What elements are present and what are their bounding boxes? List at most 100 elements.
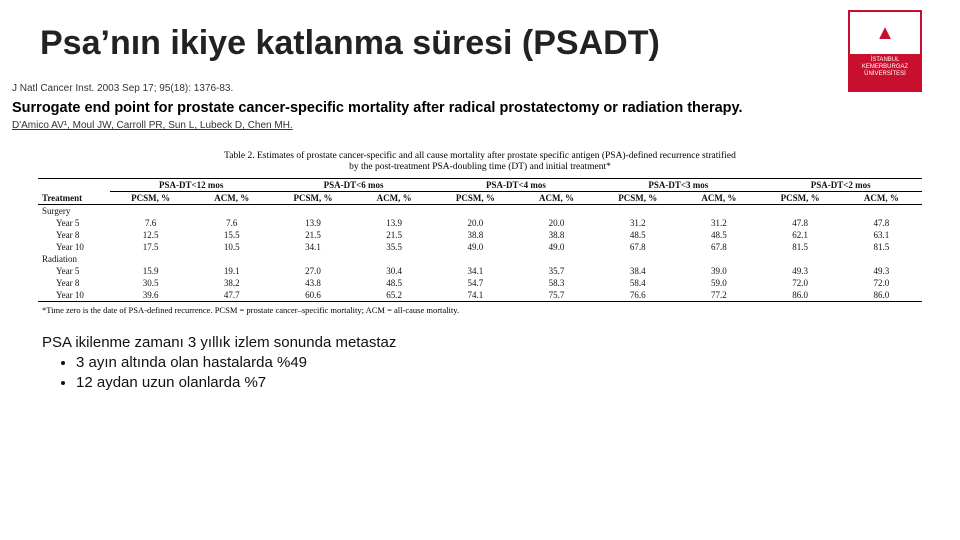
citation-paper-title: Surrogate end point for prostate cancer-…: [0, 94, 960, 120]
bullet-0: 3 ayın altında olan hastalarda %49: [76, 353, 920, 373]
th-group-0: PSA-DT<12 mos: [110, 178, 272, 191]
table-cell: 39.0: [678, 265, 759, 277]
table-cell: 35.5: [354, 241, 435, 253]
table-cell: 15.5: [191, 229, 272, 241]
th-group-2: PSA-DT<4 mos: [435, 178, 597, 191]
th-sub: ACM, %: [678, 191, 759, 204]
table-cell: 77.2: [678, 289, 759, 302]
table-cell: 7.6: [110, 217, 191, 229]
logo-icon: ▲: [850, 12, 920, 54]
th-group-3: PSA-DT<3 mos: [597, 178, 759, 191]
th-group-1: PSA-DT<6 mos: [272, 178, 434, 191]
table-cell: 34.1: [272, 241, 353, 253]
th-treatment: Treatment: [38, 178, 110, 204]
row-label: Year 10: [38, 289, 110, 302]
table-cell: 81.5: [760, 241, 841, 253]
th-sub: ACM, %: [354, 191, 435, 204]
data-table-wrap: Table 2. Estimates of prostate cancer-sp…: [34, 147, 926, 319]
table-cell: 72.0: [841, 277, 922, 289]
table-cell: 17.5: [110, 241, 191, 253]
row-label: Year 5: [38, 217, 110, 229]
table-cell: 34.1: [435, 265, 516, 277]
th-sub: ACM, %: [841, 191, 922, 204]
bullet-1: 12 aydan uzun olanlarda %7: [76, 373, 920, 393]
body-lead: PSA ikilenme zamanı 3 yıllık izlem sonun…: [42, 333, 920, 353]
table-cell: 58.3: [516, 277, 597, 289]
table-cell: 67.8: [597, 241, 678, 253]
table-cell: 65.2: [354, 289, 435, 302]
table-cell: 75.7: [516, 289, 597, 302]
table-cell: 62.1: [760, 229, 841, 241]
table-cell: 10.5: [191, 241, 272, 253]
table-cell: 60.6: [272, 289, 353, 302]
table-cell: 49.0: [435, 241, 516, 253]
table-cell: 48.5: [354, 277, 435, 289]
citation-block: J Natl Cancer Inst. 2003 Sep 17; 95(18):…: [0, 81, 960, 139]
table-cell: 38.2: [191, 277, 272, 289]
table-cell: 31.2: [597, 217, 678, 229]
table-cell: 48.5: [597, 229, 678, 241]
table-cell: 20.0: [435, 217, 516, 229]
row-label: Year 8: [38, 229, 110, 241]
table-cell: 30.5: [110, 277, 191, 289]
university-logo: ▲ İSTANBUL KEMERBURGAZ ÜNİVERSİTESİ: [848, 10, 922, 92]
table-cell: 38.4: [597, 265, 678, 277]
table-cell: 21.5: [354, 229, 435, 241]
table-cell: 38.8: [435, 229, 516, 241]
psa-table: Treatment PSA-DT<12 mos PSA-DT<6 mos PSA…: [38, 178, 922, 302]
table-cell: 48.5: [678, 229, 759, 241]
table-cell: 49.0: [516, 241, 597, 253]
table-cell: 47.8: [760, 217, 841, 229]
table-cell: 12.5: [110, 229, 191, 241]
citation-authors: D'Amico AV¹, Moul JW, Carroll PR, Sun L,…: [0, 120, 960, 133]
logo-text: İSTANBUL KEMERBURGAZ ÜNİVERSİTESİ: [850, 54, 920, 90]
table-cell: 72.0: [760, 277, 841, 289]
table-cell: 81.5: [841, 241, 922, 253]
row-label: Year 8: [38, 277, 110, 289]
table-cell: 49.3: [841, 265, 922, 277]
row-label: Year 10: [38, 241, 110, 253]
th-sub: PCSM, %: [760, 191, 841, 204]
table-cell: 67.8: [678, 241, 759, 253]
table-cell: 13.9: [354, 217, 435, 229]
table-cell: 63.1: [841, 229, 922, 241]
row-label: Year 5: [38, 265, 110, 277]
table-cell: 86.0: [760, 289, 841, 302]
th-sub: PCSM, %: [272, 191, 353, 204]
section-label: Radiation: [38, 253, 922, 265]
table-cell: 31.2: [678, 217, 759, 229]
slide-title: Psa’nın ikiye katlanma süresi (PSADT): [40, 24, 680, 63]
section-label: Surgery: [38, 204, 922, 217]
table-cell: 30.4: [354, 265, 435, 277]
table-cell: 47.8: [841, 217, 922, 229]
table-cell: 7.6: [191, 217, 272, 229]
th-group-4: PSA-DT<2 mos: [760, 178, 923, 191]
th-sub: ACM, %: [516, 191, 597, 204]
table-cell: 35.7: [516, 265, 597, 277]
table-footnote: *Time zero is the date of PSA-defined re…: [38, 302, 922, 315]
table-caption: Table 2. Estimates of prostate cancer-sp…: [38, 149, 922, 178]
body-bullets: 3 ayın altında olan hastalarda %49 12 ay…: [42, 353, 920, 394]
th-sub: PCSM, %: [435, 191, 516, 204]
table-cell: 59.0: [678, 277, 759, 289]
table-cell: 21.5: [272, 229, 353, 241]
th-sub: ACM, %: [191, 191, 272, 204]
th-sub: PCSM, %: [597, 191, 678, 204]
table-cell: 74.1: [435, 289, 516, 302]
table-cell: 13.9: [272, 217, 353, 229]
table-cell: 58.4: [597, 277, 678, 289]
table-cell: 19.1: [191, 265, 272, 277]
table-cell: 47.7: [191, 289, 272, 302]
table-cell: 38.8: [516, 229, 597, 241]
citation-journal: J Natl Cancer Inst. 2003 Sep 17; 95(18):…: [0, 83, 960, 94]
table-cell: 15.9: [110, 265, 191, 277]
body-text: PSA ikilenme zamanı 3 yıllık izlem sonun…: [40, 333, 920, 394]
th-sub: PCSM, %: [110, 191, 191, 204]
table-cell: 86.0: [841, 289, 922, 302]
table-cell: 49.3: [760, 265, 841, 277]
table-cell: 27.0: [272, 265, 353, 277]
table-cell: 20.0: [516, 217, 597, 229]
table-cell: 39.6: [110, 289, 191, 302]
table-cell: 76.6: [597, 289, 678, 302]
table-cell: 54.7: [435, 277, 516, 289]
